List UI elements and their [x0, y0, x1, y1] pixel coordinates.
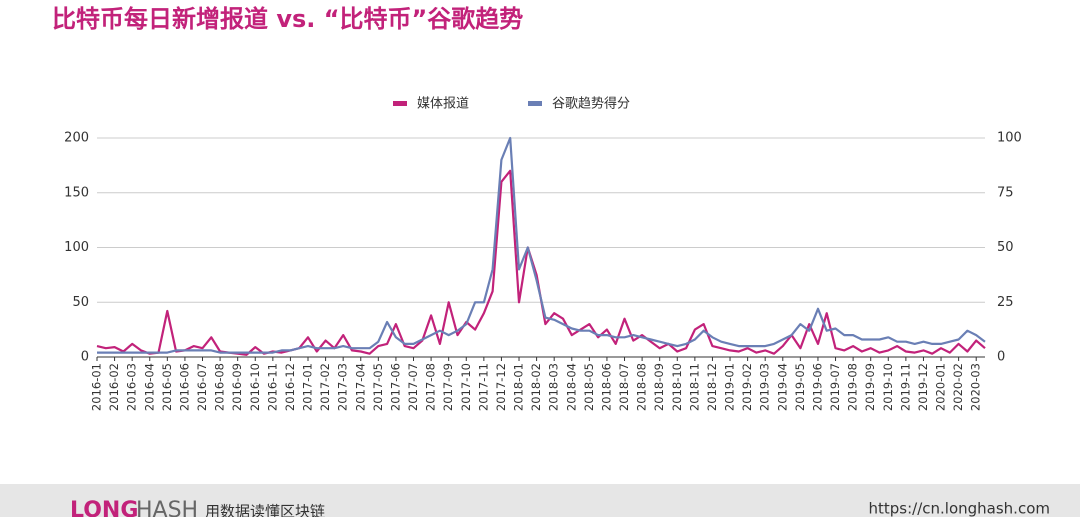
x-tick-label: 2017-05 [371, 363, 385, 411]
x-tick-label: 2018-05 [582, 363, 596, 411]
footer-bar [0, 484, 1080, 517]
chart-title: 比特币每日新增报道 vs. “比特币”谷歌趋势 [52, 5, 523, 33]
x-tick-label: 2020-01 [934, 363, 948, 411]
x-tick-label: 2016-12 [283, 363, 297, 411]
y2-tick-label: 100 [997, 131, 1022, 146]
x-tick-label: 2018-10 [670, 363, 684, 411]
x-tick-label: 2017-02 [318, 363, 332, 411]
slogan: 用数据读懂区块链 [205, 503, 325, 517]
x-tick-label: 2017-11 [476, 363, 490, 411]
x-tick-label: 2018-11 [687, 363, 701, 411]
x-tick-label: 2019-06 [810, 363, 824, 411]
brand-long: LONG [70, 498, 138, 517]
y-tick-label: 200 [64, 131, 89, 146]
x-tick-label: 2016-01 [90, 363, 104, 411]
x-tick-label: 2017-06 [388, 363, 402, 411]
y2-tick-label: 50 [997, 240, 1014, 255]
x-tick-label: 2017-08 [424, 363, 438, 411]
x-tick-label: 2018-06 [599, 363, 613, 411]
x-tick-label: 2017-10 [459, 363, 473, 411]
x-tick-label: 2019-08 [846, 363, 860, 411]
x-tick-label: 2019-12 [916, 363, 930, 411]
x-tick-label: 2018-07 [617, 363, 631, 411]
x-tick-label: 2019-09 [863, 363, 877, 411]
x-tick-label: 2017-03 [336, 363, 350, 411]
brand-hash: HASH [136, 498, 198, 517]
y-tick-label: 0 [81, 350, 89, 365]
x-tick-label: 2016-07 [195, 363, 209, 411]
x-tick-label: 2020-02 [951, 363, 965, 411]
legend-label: 谷歌趋势得分 [552, 96, 630, 112]
x-tick-label: 2017-07 [406, 363, 420, 411]
x-tick-label: 2017-01 [301, 363, 315, 411]
x-tick-label: 2019-05 [793, 363, 807, 411]
x-tick-label: 2018-08 [635, 363, 649, 411]
x-tick-label: 2018-02 [529, 363, 543, 411]
x-tick-label: 2018-01 [512, 363, 526, 411]
x-tick-label: 2019-02 [740, 363, 754, 411]
url: https://cn.longhash.com [869, 500, 1051, 517]
y2-tick-label: 25 [997, 295, 1014, 310]
y-tick-label: 100 [64, 240, 89, 255]
x-tick-label: 2020-03 [969, 363, 983, 411]
x-tick-label: 2016-06 [177, 363, 191, 411]
y2-tick-label: 0 [997, 350, 1005, 365]
x-tick-label: 2016-10 [248, 363, 262, 411]
x-tick-label: 2019-04 [775, 363, 789, 411]
x-tick-label: 2016-11 [265, 363, 279, 411]
y2-tick-label: 75 [997, 185, 1014, 200]
x-tick-label: 2018-12 [705, 363, 719, 411]
series-line [97, 136, 986, 354]
x-tick-label: 2019-03 [758, 363, 772, 411]
legend-swatch [528, 101, 542, 106]
legend-swatch [393, 101, 407, 106]
x-tick-label: 2019-01 [723, 363, 737, 411]
series-line [96, 169, 986, 356]
x-tick-label: 2017-09 [441, 363, 455, 411]
x-tick-label: 2016-04 [142, 363, 156, 411]
x-tick-label: 2019-07 [828, 363, 842, 411]
y-tick-label: 50 [72, 295, 89, 310]
x-tick-label: 2016-09 [230, 363, 244, 411]
x-tick-label: 2018-04 [564, 363, 578, 411]
x-tick-label: 2018-03 [547, 363, 561, 411]
x-tick-label: 2016-03 [125, 363, 139, 411]
x-tick-label: 2016-02 [107, 363, 121, 411]
legend-label: 媒体报道 [417, 97, 469, 112]
y-tick-label: 150 [64, 185, 89, 200]
x-tick-label: 2016-08 [213, 363, 227, 411]
x-tick-label: 2016-05 [160, 363, 174, 411]
x-tick-label: 2018-09 [652, 363, 666, 411]
x-tick-label: 2017-04 [353, 363, 367, 411]
x-tick-label: 2019-10 [881, 363, 895, 411]
x-tick-label: 2019-11 [898, 363, 912, 411]
x-tick-label: 2017-12 [494, 363, 508, 411]
